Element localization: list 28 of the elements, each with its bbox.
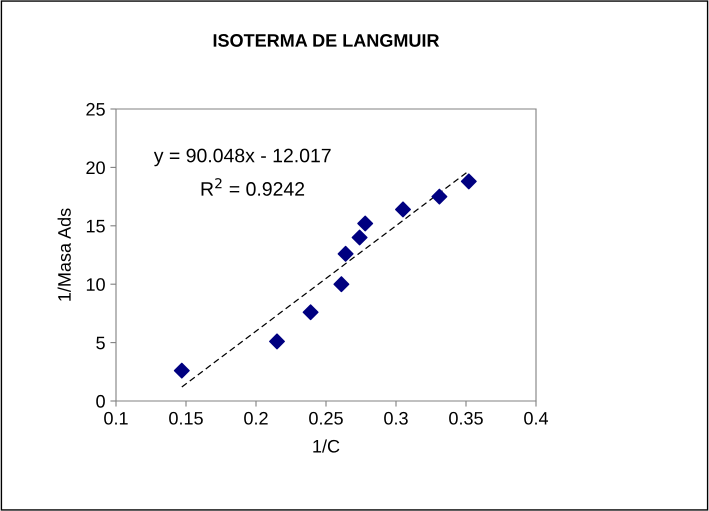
x-tick-label: 0.3 [384,412,408,425]
y-tick-label: 0 [96,394,105,408]
y-tick-label: 10 [86,278,105,291]
x-axis-title: 1/C [313,439,340,453]
point [395,201,411,218]
point [460,173,477,190]
point [357,215,374,232]
annotation: y = 90.048x - 12.017 [154,148,331,166]
point [174,362,190,379]
annotation: R$^{2}$ = 0.9242 [202,178,304,196]
y-tick-label: 20 [86,161,105,174]
y-tick-label: 25 [86,102,105,116]
y-tick-label: 15 [86,220,105,233]
x-tick-label: 0.4 [524,412,548,425]
x-tick-label: 0.35 [449,412,483,425]
chart-title: ISOTERMA DE LANGMUIR [214,34,440,47]
point [333,276,350,292]
point [338,246,354,262]
x-tick-label: 0.2 [244,412,268,425]
x-tick-label: 0.25 [309,412,343,425]
point [302,304,319,320]
point [352,230,368,246]
point [269,333,285,350]
x-tick-label: 0.1 [104,412,128,425]
x-tick-label: 0.15 [169,412,203,425]
point [431,188,448,205]
y-axis-title: 1/Masa Ads [58,208,71,301]
y-tick-label: 5 [96,336,105,350]
